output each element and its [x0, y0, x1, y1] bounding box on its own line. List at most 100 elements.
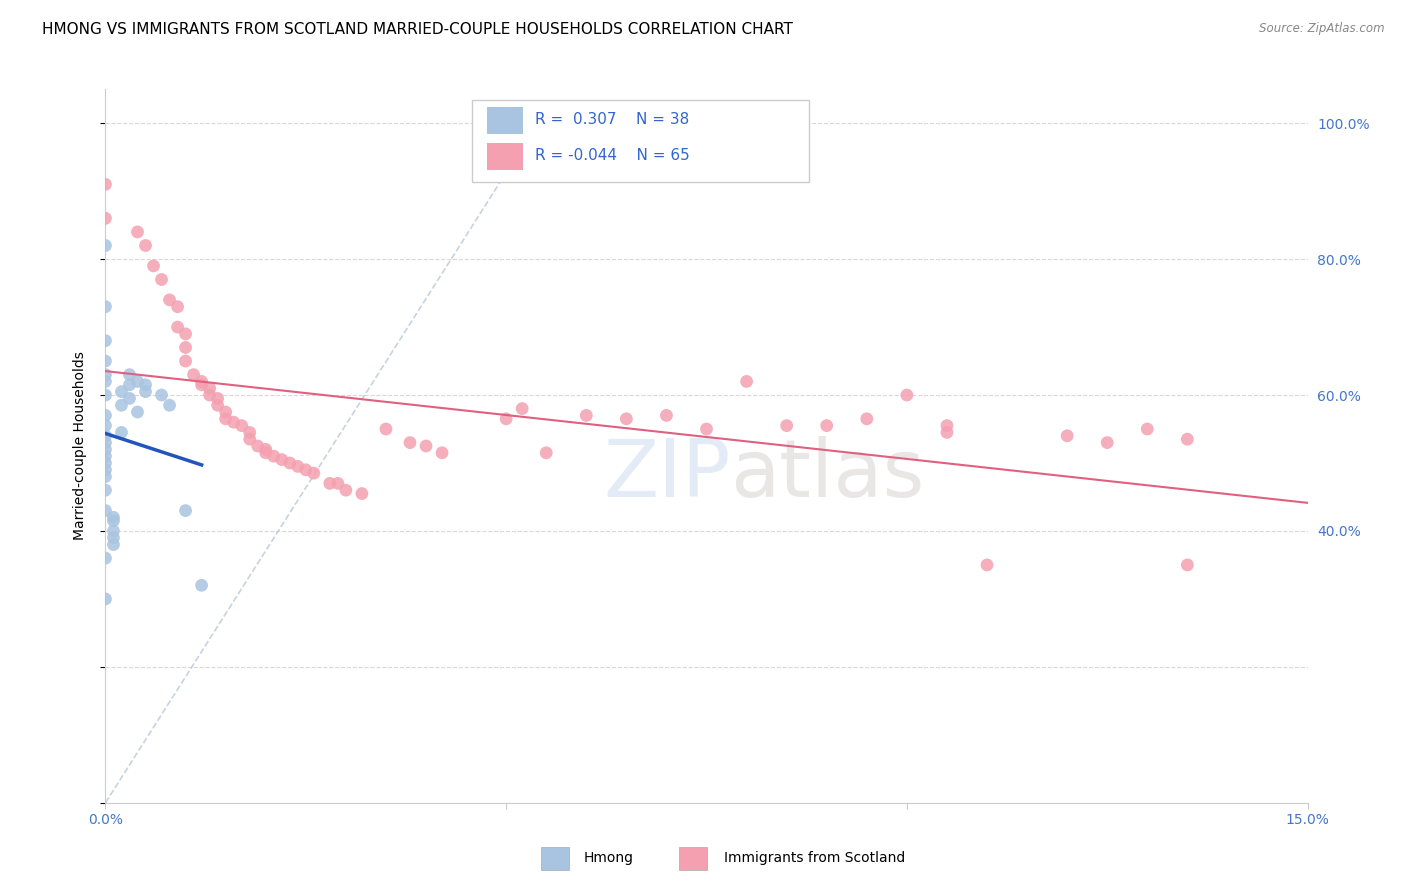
Point: [174, 503, 197, 517]
Point: [350, 486, 373, 500]
Point: [174, 341, 197, 355]
Point: [103, 531, 125, 545]
Point: [190, 377, 212, 392]
Point: [776, 418, 799, 433]
Point: [510, 401, 533, 416]
Point: [135, 238, 157, 252]
Point: [118, 368, 141, 382]
Text: atlas: atlas: [731, 435, 925, 514]
Point: [127, 405, 149, 419]
Point: [263, 449, 285, 463]
Point: [94, 300, 117, 314]
Point: [94, 334, 117, 348]
Point: [94, 442, 117, 457]
FancyBboxPatch shape: [486, 143, 523, 169]
Point: [278, 456, 301, 470]
Point: [696, 422, 718, 436]
Point: [150, 388, 173, 402]
Point: [94, 238, 117, 252]
Point: [135, 377, 157, 392]
Point: [190, 578, 212, 592]
Point: [231, 418, 253, 433]
Point: [415, 439, 437, 453]
Point: [94, 368, 117, 382]
Text: R =  0.307    N = 38: R = 0.307 N = 38: [534, 112, 689, 128]
Text: R = -0.044    N = 65: R = -0.044 N = 65: [534, 148, 689, 163]
Point: [198, 381, 221, 395]
Point: [94, 211, 117, 226]
Point: [159, 398, 181, 412]
Point: [103, 537, 125, 551]
Point: [335, 483, 357, 498]
Text: ZIP: ZIP: [603, 435, 731, 514]
Point: [735, 375, 758, 389]
Point: [94, 469, 117, 483]
Point: [655, 409, 678, 423]
Point: [239, 425, 262, 440]
Point: [94, 435, 117, 450]
Point: [94, 178, 117, 192]
Point: [198, 388, 221, 402]
Point: [295, 463, 318, 477]
Text: Hmong: Hmong: [583, 851, 634, 865]
Point: [1097, 435, 1119, 450]
Point: [94, 429, 117, 443]
FancyBboxPatch shape: [486, 107, 523, 134]
Point: [534, 446, 557, 460]
Point: [896, 388, 918, 402]
Point: [254, 446, 277, 460]
Point: [94, 503, 117, 517]
Point: [374, 422, 398, 436]
Point: [103, 514, 125, 528]
Point: [976, 558, 998, 572]
Point: [118, 377, 141, 392]
Point: [174, 354, 197, 368]
Point: [302, 466, 325, 480]
Point: [135, 384, 157, 399]
Point: [94, 388, 117, 402]
Text: HMONG VS IMMIGRANTS FROM SCOTLAND MARRIED-COUPLE HOUSEHOLDS CORRELATION CHART: HMONG VS IMMIGRANTS FROM SCOTLAND MARRIE…: [42, 22, 793, 37]
Point: [94, 418, 117, 433]
Point: [855, 412, 877, 426]
Point: [270, 452, 292, 467]
Point: [183, 368, 205, 382]
Point: [94, 375, 117, 389]
Point: [616, 412, 638, 426]
Point: [1056, 429, 1078, 443]
Point: [214, 405, 236, 419]
Point: [174, 326, 197, 341]
Point: [936, 418, 959, 433]
Point: [127, 225, 149, 239]
Point: [159, 293, 181, 307]
Point: [815, 418, 838, 433]
Point: [103, 510, 125, 524]
Point: [239, 432, 262, 446]
Point: [94, 354, 117, 368]
Point: [94, 409, 117, 423]
Point: [1177, 432, 1199, 446]
Point: [254, 442, 277, 457]
Point: [575, 409, 598, 423]
Point: [94, 463, 117, 477]
Point: [150, 272, 173, 286]
Point: [207, 392, 229, 406]
Point: [110, 384, 132, 399]
Point: [110, 398, 132, 412]
Point: [214, 412, 236, 426]
Text: Source: ZipAtlas.com: Source: ZipAtlas.com: [1260, 22, 1385, 36]
Point: [495, 412, 517, 426]
Y-axis label: Married-couple Households: Married-couple Households: [73, 351, 87, 541]
Point: [127, 375, 149, 389]
Point: [94, 483, 117, 498]
Point: [1177, 558, 1199, 572]
Point: [118, 392, 141, 406]
Point: [326, 476, 349, 491]
Point: [430, 446, 453, 460]
Point: [190, 375, 212, 389]
Point: [936, 425, 959, 440]
Point: [94, 551, 117, 566]
Point: [142, 259, 165, 273]
Point: [222, 415, 245, 429]
Point: [94, 449, 117, 463]
Point: [399, 435, 422, 450]
